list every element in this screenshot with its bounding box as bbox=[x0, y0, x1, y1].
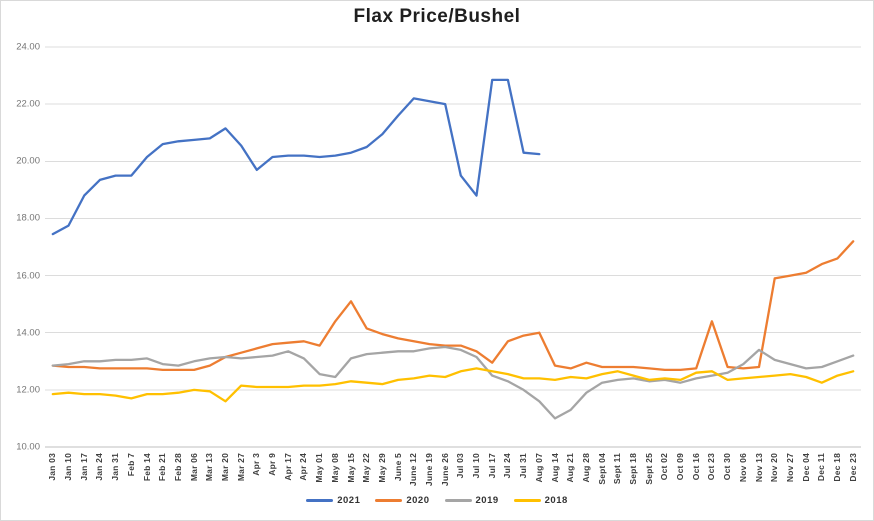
legend-label: 2020 bbox=[406, 495, 430, 506]
x-axis-label: June 12 bbox=[408, 453, 419, 487]
x-axis-label: Jul 10 bbox=[471, 453, 482, 479]
y-axis-label: 18.00 bbox=[16, 212, 40, 224]
x-axis-label: Apr 24 bbox=[298, 453, 309, 481]
x-axis-label: Jan 10 bbox=[63, 453, 74, 481]
legend-swatch-2021 bbox=[306, 499, 334, 502]
y-axis-label: 12.00 bbox=[16, 384, 40, 396]
legend-swatch-2019 bbox=[444, 499, 472, 502]
x-axis-label: Apr 17 bbox=[282, 453, 293, 481]
x-axis-label: Feb 7 bbox=[125, 453, 136, 477]
x-axis-label: May 29 bbox=[376, 453, 387, 483]
chart-title: Flax Price/Bushel bbox=[353, 6, 521, 27]
y-axis-label: 10.00 bbox=[16, 441, 40, 453]
x-axis-label: Dec 11 bbox=[816, 453, 827, 482]
x-axis-label: Jan 24 bbox=[94, 453, 105, 481]
x-axis-label: Aug 28 bbox=[580, 453, 591, 483]
x-axis-label: Nov 27 bbox=[784, 453, 795, 483]
legend: 2021 2020 2019 2018 bbox=[1, 495, 873, 506]
x-axis-label: Mar 06 bbox=[188, 453, 199, 482]
x-axis-label: Dec 04 bbox=[800, 453, 811, 482]
legend-label: 2019 bbox=[475, 495, 499, 506]
y-axis-label: 20.00 bbox=[16, 155, 40, 167]
series-line-2020 bbox=[51, 240, 855, 372]
x-axis-label: May 15 bbox=[345, 453, 356, 483]
x-axis-label: Jan 31 bbox=[110, 453, 121, 481]
x-axis-label: Jul 03 bbox=[455, 453, 466, 479]
x-axis-label: June 26 bbox=[439, 453, 450, 487]
x-axis-label: Oct 16 bbox=[690, 453, 701, 481]
x-axis-label: June 5 bbox=[392, 453, 403, 482]
x-axis-label: Dec 23 bbox=[847, 453, 858, 482]
x-axis-label: Nov 20 bbox=[769, 453, 780, 483]
x-axis-label: Jul 24 bbox=[502, 453, 513, 479]
legend-label: 2018 bbox=[544, 495, 568, 506]
x-axis-label: Aug 07 bbox=[533, 453, 544, 483]
x-axis-label: Dec 18 bbox=[831, 453, 842, 482]
x-axis-label: May 01 bbox=[314, 453, 325, 483]
x-axis-label: Jul 17 bbox=[486, 453, 497, 479]
series-line-2018 bbox=[51, 367, 855, 403]
legend-swatch-2018 bbox=[513, 499, 541, 502]
legend-label: 2021 bbox=[337, 495, 361, 506]
x-axis-label: Mar 13 bbox=[204, 453, 215, 482]
x-axis-label: Apr 3 bbox=[251, 453, 262, 476]
x-axis-label: Feb 14 bbox=[141, 453, 152, 482]
x-axis-label: Jul 31 bbox=[518, 453, 529, 479]
y-axis-label: 14.00 bbox=[16, 327, 40, 339]
legend-swatch-2020 bbox=[375, 499, 403, 502]
series-line-2019 bbox=[51, 345, 855, 420]
x-axis-label: Nov 06 bbox=[737, 453, 748, 483]
x-axis-label: Oct 30 bbox=[722, 453, 733, 481]
legend-item-2021: 2021 bbox=[306, 495, 360, 506]
x-axis-label: Aug 14 bbox=[549, 453, 560, 483]
y-axis-label: 16.00 bbox=[16, 270, 40, 282]
y-axis-label: 22.00 bbox=[16, 98, 40, 110]
legend-item-2019: 2019 bbox=[444, 495, 499, 506]
x-axis-label: Oct 09 bbox=[675, 453, 686, 481]
y-axis-label: 24.00 bbox=[16, 41, 40, 53]
legend-item-2020: 2020 bbox=[375, 495, 429, 506]
x-axis-label: Mar 27 bbox=[235, 453, 246, 482]
x-axis-label: Sept 25 bbox=[643, 453, 654, 485]
x-axis-label: Feb 28 bbox=[172, 453, 183, 482]
x-axis-label: Feb 21 bbox=[157, 453, 168, 482]
x-axis-label: May 08 bbox=[329, 453, 340, 483]
x-axis-label: Oct 02 bbox=[659, 453, 670, 481]
x-axis-label: June 19 bbox=[423, 453, 434, 487]
x-axis-label: Apr 9 bbox=[267, 453, 278, 476]
x-axis-label: May 22 bbox=[361, 453, 372, 483]
series-line-2021 bbox=[51, 78, 541, 236]
x-axis-label: Oct 23 bbox=[706, 453, 717, 481]
legend-item-2018: 2018 bbox=[513, 495, 568, 506]
x-axis-label: Nov 13 bbox=[753, 453, 764, 483]
x-axis-label: Aug 21 bbox=[565, 453, 576, 483]
x-axis-label: Sept 04 bbox=[596, 453, 607, 485]
x-axis-label: Jan 17 bbox=[78, 453, 89, 481]
x-axis-label: Mar 20 bbox=[219, 453, 230, 482]
x-axis-label: Sept 18 bbox=[627, 453, 638, 485]
x-axis-label: Sept 11 bbox=[612, 453, 623, 485]
x-axis-label: Jan 03 bbox=[47, 453, 58, 481]
